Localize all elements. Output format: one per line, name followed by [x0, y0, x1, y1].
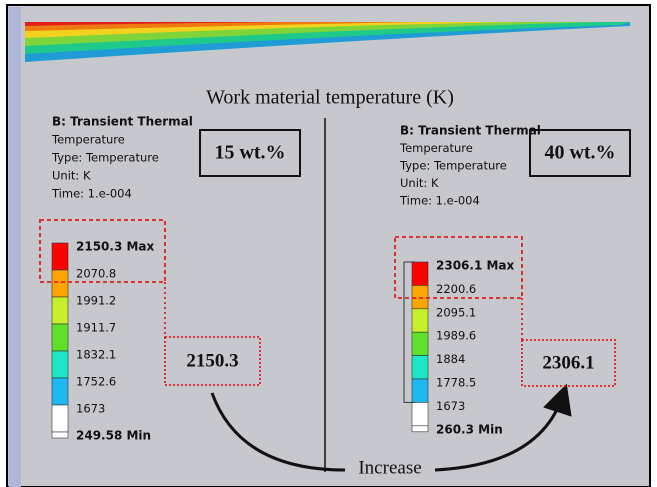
result-info: Time: 1.e-004	[399, 194, 480, 208]
legend-swatch	[412, 356, 428, 379]
legend-label: 1832.1	[76, 348, 116, 362]
legend-swatch	[412, 285, 428, 308]
legend-label: 2070.8	[76, 267, 116, 281]
legend-swatch	[52, 270, 68, 297]
legend-label: 1673	[76, 402, 105, 416]
legend-swatch	[52, 378, 68, 405]
legend-label: 2200.6	[436, 282, 476, 296]
concentration-label: 40 wt.%	[544, 142, 615, 164]
result-info: Unit: K	[52, 169, 91, 183]
legend-swatch	[52, 243, 68, 270]
legend-label: 2306.1 Max	[436, 259, 515, 273]
result-info: Temperature	[51, 133, 125, 147]
legend-swatch	[412, 309, 428, 332]
figure-title: Work material temperature (K)	[206, 87, 454, 109]
legend-swatch	[52, 351, 68, 378]
legend-min-swatch	[52, 432, 68, 438]
result-info: Type: Temperature	[51, 151, 159, 165]
legend-label: 1778.5	[436, 376, 476, 390]
legend-label: 1989.6	[436, 329, 476, 343]
figure: Work material temperature (K) Increase B…	[0, 0, 657, 487]
legend-swatch	[412, 402, 428, 425]
legend-label: 2150.3 Max	[76, 240, 155, 254]
legend-label: 260.3 Min	[436, 422, 503, 436]
left-edge	[9, 7, 21, 487]
legend-swatch	[52, 324, 68, 351]
result-header: B: Transient Thermal	[52, 115, 193, 129]
highlight-value: 2306.1	[542, 352, 594, 373]
legend-swatch	[412, 379, 428, 402]
legend-label: 1673	[436, 399, 465, 413]
legend-label: 1991.2	[76, 294, 116, 308]
legend-label: 2095.1	[436, 305, 476, 319]
legend-swatch	[52, 405, 68, 432]
result-info: Time: 1.e-004	[51, 187, 132, 201]
increase-label: Increase	[358, 457, 421, 478]
highlight-value: 2150.3	[186, 350, 238, 371]
legend-label: 1752.6	[76, 375, 116, 389]
legend-swatch	[412, 262, 428, 285]
legend-label: 249.58 Min	[76, 429, 151, 443]
legend-min-swatch	[412, 426, 428, 432]
legend-label: 1884	[436, 352, 465, 366]
concentration-label: 15 wt.%	[214, 142, 285, 164]
legend-swatch	[52, 297, 68, 324]
result-header: B: Transient Thermal	[400, 124, 541, 138]
result-info: Unit: K	[400, 176, 439, 190]
result-info: Temperature	[399, 141, 473, 155]
legend-label: 1911.7	[76, 321, 116, 335]
legend-swatch	[412, 332, 428, 355]
result-info: Type: Temperature	[399, 159, 507, 173]
